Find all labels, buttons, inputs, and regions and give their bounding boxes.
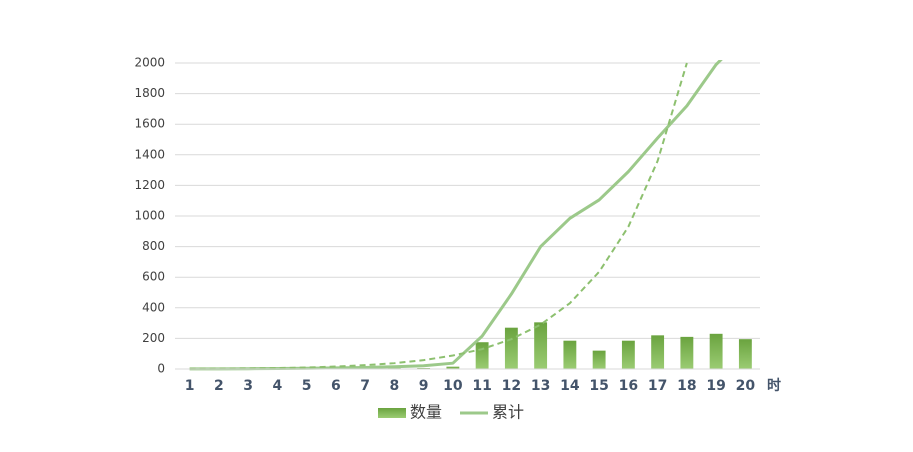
x-tick-label: 17: [648, 378, 667, 394]
y-tick-label: 1800: [134, 86, 165, 100]
bar: [446, 366, 460, 369]
bar: [504, 327, 518, 369]
x-tick-label: 4: [273, 378, 283, 394]
bar: [709, 333, 723, 369]
bar: [534, 322, 548, 369]
x-tick-label: 11: [472, 378, 491, 394]
line: [189, 60, 723, 371]
x-tick-label: 13: [531, 378, 550, 394]
x-tick-label: 5: [302, 378, 312, 394]
x-tick-label: 18: [677, 378, 696, 394]
y-tick-label: 800: [142, 239, 165, 253]
x-tick-label: 10: [443, 378, 463, 394]
x-tick-label: 19: [706, 378, 725, 394]
bar: [621, 340, 635, 369]
y-tick-label: 2000: [134, 56, 165, 70]
y-tick-label: 1600: [134, 117, 165, 131]
x-tick-label: 3: [243, 378, 253, 394]
y-tick-label: 200: [142, 331, 165, 345]
x-tick-label: 8: [390, 378, 400, 394]
bar: [592, 350, 606, 369]
x-tick-label: 15: [589, 378, 608, 394]
bar: [651, 335, 665, 369]
plot-area: [183, 60, 752, 371]
y-tick-label: 400: [142, 300, 165, 314]
x-tick-label: 1: [185, 378, 195, 394]
x-tick-label: 2: [214, 378, 224, 394]
x-tick-label: 20: [736, 378, 756, 394]
bar: [738, 339, 752, 369]
x-tick-label: 14: [560, 378, 580, 394]
trend-line: [189, 62, 688, 370]
x-tick-label: 7: [360, 378, 370, 394]
x-tick-label: 9: [419, 378, 429, 394]
bar: [475, 342, 489, 369]
x-tick-label: 12: [502, 378, 521, 394]
x-tick-label: 6: [331, 378, 341, 394]
bar: [563, 340, 577, 369]
y-tick-label: 600: [142, 270, 165, 284]
y-tick-label: 1200: [134, 178, 165, 192]
y-tick-label: 1400: [134, 147, 165, 161]
y-tick-label: 1000: [134, 209, 165, 223]
x-axis-label: 时: [767, 377, 781, 394]
legend-swatch: [378, 408, 406, 418]
legend-label: 数量: [410, 403, 442, 422]
legend-label: 累计: [492, 403, 524, 422]
x-tick-label: 16: [619, 378, 638, 394]
bar: [680, 336, 694, 369]
y-tick-label: 0: [157, 362, 165, 376]
